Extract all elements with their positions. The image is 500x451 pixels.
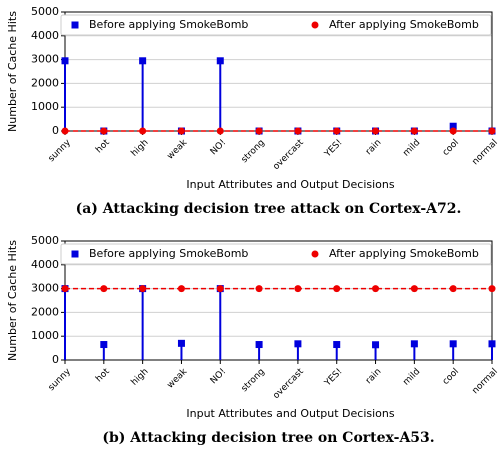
marker <box>100 341 108 349</box>
marker <box>333 341 341 349</box>
y-tick-label: 0 <box>52 124 59 137</box>
x-tick-label: cool <box>441 367 461 387</box>
x-tick-label: normal <box>471 367 500 396</box>
marker <box>410 127 418 135</box>
marker <box>100 127 108 135</box>
legend-box <box>60 14 492 36</box>
marker <box>100 285 108 293</box>
marker <box>449 122 457 130</box>
x-tick-label: YES! <box>322 367 344 389</box>
marker <box>139 127 147 135</box>
marker <box>255 341 263 349</box>
y-tick-label: 5000 <box>31 5 59 18</box>
x-tick-label: high <box>130 367 151 388</box>
marker <box>216 57 224 65</box>
caption: (b) Attacking decision tree on Cortex-A5… <box>102 430 434 446</box>
x-tick-label: NO! <box>209 138 228 157</box>
x-tick-label: NO! <box>209 367 228 386</box>
x-tick-label: cool <box>441 138 461 158</box>
marker <box>372 285 380 293</box>
marker <box>488 340 496 348</box>
marker <box>139 285 147 293</box>
x-tick-label: rain <box>364 367 383 386</box>
marker <box>449 127 457 135</box>
y-axis-label: Number of Cache Hits <box>6 11 19 132</box>
marker <box>294 285 302 293</box>
legend-label: Before applying SmokeBomb <box>89 18 248 31</box>
x-tick-label: sunny <box>47 137 74 164</box>
x-axis-label: Input Attributes and Output Decisions <box>186 407 395 420</box>
x-tick-label: rain <box>364 138 383 157</box>
y-tick-label: 2000 <box>31 305 59 318</box>
legend-label: After applying SmokeBomb <box>329 18 479 31</box>
x-tick-label: overcast <box>271 366 306 401</box>
y-tick-label: 2000 <box>31 76 59 89</box>
marker <box>177 127 185 135</box>
marker <box>410 340 418 348</box>
marker <box>294 127 302 135</box>
x-tick-label: overcast <box>271 137 306 172</box>
marker <box>61 57 69 65</box>
x-tick-label: YES! <box>322 138 344 160</box>
x-tick-label: mild <box>401 138 422 159</box>
marker <box>410 285 418 293</box>
marker <box>255 285 263 293</box>
y-tick-label: 0 <box>52 353 59 366</box>
y-tick-label: 5000 <box>31 234 59 247</box>
marker <box>488 127 496 135</box>
marker <box>372 341 380 349</box>
marker <box>333 285 341 293</box>
marker <box>255 127 263 135</box>
legend-box <box>60 243 492 265</box>
marker <box>61 127 69 135</box>
legend-marker <box>71 21 79 29</box>
marker <box>216 127 224 135</box>
x-tick-label: weak <box>166 137 190 161</box>
legend-marker <box>311 21 319 29</box>
y-axis-label: Number of Cache Hits <box>6 240 19 361</box>
marker <box>294 340 302 348</box>
x-tick-label: hot <box>94 137 112 155</box>
marker <box>449 340 457 348</box>
y-tick-label: 4000 <box>31 29 59 42</box>
legend-label: After applying SmokeBomb <box>329 247 479 260</box>
x-tick-label: sunny <box>47 366 74 393</box>
y-tick-label: 4000 <box>31 258 59 271</box>
marker <box>139 57 147 65</box>
marker <box>488 285 496 293</box>
caption: (a) Attacking decision tree attack on Co… <box>76 201 462 217</box>
x-tick-label: hot <box>94 366 112 384</box>
marker <box>216 285 224 293</box>
y-tick-label: 1000 <box>31 100 59 113</box>
marker <box>449 285 457 293</box>
y-tick-label: 3000 <box>31 282 59 295</box>
marker <box>372 127 380 135</box>
x-tick-label: strong <box>240 367 267 394</box>
y-tick-label: 3000 <box>31 53 59 66</box>
marker <box>333 127 341 135</box>
x-axis-label: Input Attributes and Output Decisions <box>186 178 395 191</box>
legend-label: Before applying SmokeBomb <box>89 247 248 260</box>
x-tick-label: weak <box>166 366 190 390</box>
marker <box>61 285 69 293</box>
legend-marker <box>311 250 319 258</box>
legend-marker <box>71 250 79 258</box>
y-tick-label: 1000 <box>31 329 59 342</box>
x-tick-label: normal <box>471 138 500 167</box>
x-tick-label: high <box>130 138 151 159</box>
x-tick-label: mild <box>401 367 422 388</box>
marker <box>177 285 185 293</box>
marker <box>177 339 185 347</box>
x-tick-label: strong <box>240 138 267 165</box>
